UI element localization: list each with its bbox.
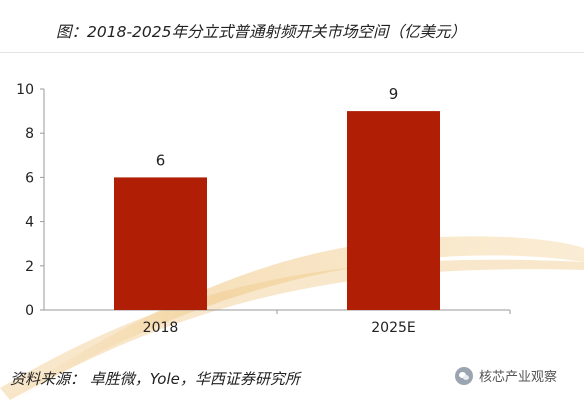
- x-tick-label: 2018: [143, 320, 179, 336]
- watermark: 核芯产业观察: [455, 366, 557, 385]
- y-tick-label: 6: [25, 170, 34, 186]
- bar-2025E: [347, 111, 440, 310]
- x-tick-label: 2025E: [371, 320, 415, 336]
- y-tick-label: 4: [25, 215, 34, 231]
- data-label: 6: [156, 151, 166, 169]
- y-tick-label: 10: [16, 82, 34, 98]
- y-tick-label: 2: [25, 259, 34, 275]
- title-divider: [0, 52, 584, 53]
- data-label: 9: [389, 85, 399, 103]
- wechat-icon: [455, 366, 473, 385]
- source-note: 资料来源： 卓胜微，Yole，华西证券研究所: [10, 370, 300, 388]
- y-tick-label: 0: [25, 303, 34, 319]
- bar-2018: [114, 177, 207, 310]
- decorative-swoosh: [0, 236, 584, 400]
- watermark-label: 核芯产业观察: [479, 370, 558, 385]
- chart-title: 图：2018-2025年分立式普通射频开关市场空间（亿美元）: [56, 23, 466, 41]
- y-tick-label: 8: [25, 126, 34, 142]
